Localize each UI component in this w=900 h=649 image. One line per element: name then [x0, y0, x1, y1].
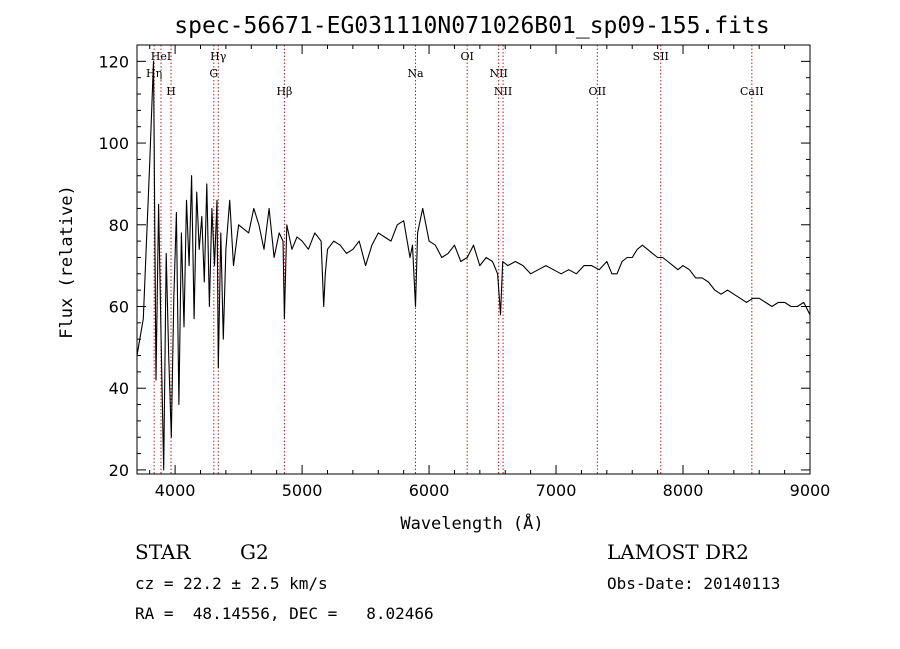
redshift-cz: cz = 22.2 ± 2.5 km/s [135, 574, 328, 593]
spectral-line-label: NII [489, 67, 507, 80]
spectral-line-label: HeI [151, 50, 171, 63]
observation-date: Obs-Date: 20140113 [607, 574, 781, 593]
ra-dec-coordinates: RA = 48.14556, DEC = 8.02466 [135, 604, 434, 623]
y-tick-label: 20 [109, 461, 129, 480]
spectrum-line [136, 60, 811, 471]
spectral-line-label: Hβ [276, 85, 292, 98]
axis-ticks: 4000 5000 6000 7000 8000 9000 20 40 60 80 100 120 [98, 45, 830, 500]
spectral-line-label: NII [494, 85, 512, 98]
spectral-line-label: OI [460, 50, 473, 63]
x-tick-label: 9000 [790, 481, 831, 500]
spectral-line-label: SII [653, 50, 669, 63]
series-layer [136, 60, 811, 471]
survey-name: LAMOST DR2 [607, 540, 749, 564]
spectral-line-label: OII [588, 85, 606, 98]
x-tick-label: 7000 [536, 481, 577, 500]
x-tick-label: 8000 [663, 481, 704, 500]
y-tick-label: 80 [109, 216, 129, 235]
chart-title: spec-56671-EG031110N071026B01_sp09-155.f… [174, 13, 769, 39]
plot-frame [136, 44, 811, 475]
y-tick-label: 120 [98, 52, 129, 71]
object-class: STAR [135, 540, 191, 564]
x-axis-label: Wavelength (Å) [400, 512, 543, 534]
spectral-line-label: Hγ [210, 50, 227, 63]
y-tick-label: 40 [109, 379, 129, 398]
x-tick-label: 6000 [409, 481, 450, 500]
x-tick-label: 5000 [282, 481, 323, 500]
spectral-line-label: G [209, 67, 218, 80]
y-tick-label: 100 [98, 134, 129, 153]
spectral-line-label: H [166, 85, 176, 98]
y-axis-label: Flux (relative) [57, 185, 77, 339]
y-tick-label: 60 [109, 297, 129, 316]
object-subclass: G2 [240, 540, 269, 564]
spectral-line-label: Na [407, 67, 424, 80]
spectral-line-label: CaII [740, 85, 764, 98]
x-tick-label: 4000 [155, 481, 196, 500]
